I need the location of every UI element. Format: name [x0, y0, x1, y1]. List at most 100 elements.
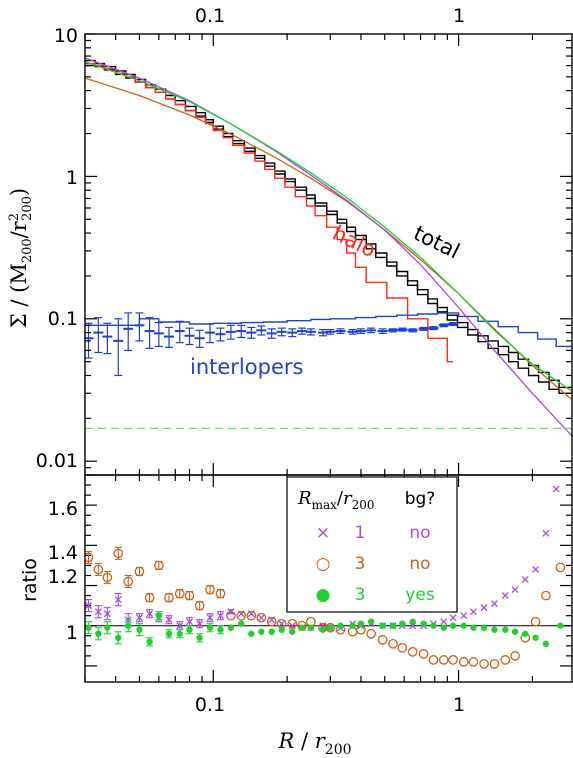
data-point	[501, 592, 509, 600]
top-ylabel: Σ / (M200/r2200)	[7, 188, 35, 328]
data-point	[205, 584, 215, 595]
legend-marker-x: ×	[316, 523, 330, 543]
data-point	[123, 576, 134, 587]
legend-bg-no-1: no	[409, 523, 430, 543]
data-point	[176, 630, 183, 637]
data-point	[93, 564, 104, 575]
data-point	[115, 634, 122, 641]
data-point	[500, 655, 511, 665]
data-point	[85, 552, 94, 563]
data-point	[480, 624, 488, 631]
top-xtick-label-0.1: 0.1	[195, 5, 225, 27]
data-point	[114, 596, 122, 604]
data-point	[227, 624, 235, 631]
data-point	[366, 628, 376, 639]
data-point	[165, 630, 173, 637]
ytick-label-10: 10	[54, 25, 78, 47]
xtick-label-1: 1	[453, 694, 465, 716]
bottom-frame	[84, 474, 573, 683]
data-point	[278, 620, 286, 628]
top-panel	[84, 33, 573, 682]
data-point	[510, 651, 520, 661]
data-point	[530, 616, 541, 627]
data-point	[307, 624, 315, 631]
data-point	[460, 622, 467, 629]
data-point	[327, 624, 334, 631]
data-point	[388, 638, 398, 649]
ytick-label-0.01: 0.01	[36, 450, 78, 472]
data-point	[542, 529, 550, 537]
data-point	[186, 626, 193, 633]
ytick-label-0.1: 0.1	[48, 308, 78, 330]
series-Rmax-3-bg-yes	[85, 611, 564, 648]
interlopers-label: interlopers	[190, 355, 303, 379]
data-point	[470, 608, 477, 616]
data-point	[289, 628, 296, 635]
data-point	[470, 624, 477, 631]
data-point	[124, 622, 132, 629]
data-point	[248, 630, 255, 637]
ratio-ytick-1.6: 1.6	[48, 498, 78, 520]
data-point	[349, 622, 356, 629]
data-point	[217, 626, 224, 633]
data-point	[134, 566, 145, 577]
data-point	[226, 610, 236, 621]
data-point	[176, 622, 184, 630]
data-point	[298, 624, 306, 631]
data-point	[146, 638, 153, 646]
data-point	[489, 659, 500, 669]
data-point	[278, 626, 285, 633]
data-point	[135, 614, 143, 622]
data-point	[541, 590, 551, 601]
data-point	[238, 620, 245, 627]
xlabel: R / r200	[277, 729, 351, 758]
data-point	[460, 612, 468, 620]
data-point	[511, 586, 519, 594]
legend-rmax-3b: 3	[355, 585, 366, 605]
data-point	[532, 634, 539, 641]
data-point	[522, 630, 529, 637]
series-interlopers-model	[85, 312, 572, 348]
legend-rmax-1: 1	[355, 523, 366, 543]
legend-bg-yes: yes	[405, 585, 435, 605]
halo-label: halo	[329, 221, 380, 262]
legend-bg-no-2: no	[409, 554, 430, 574]
data-point	[186, 618, 193, 626]
data-point	[491, 626, 498, 633]
data-point	[418, 649, 429, 659]
data-point	[468, 657, 479, 667]
data-point	[428, 655, 439, 665]
series-total-2	[85, 64, 572, 394]
data-point	[215, 588, 226, 599]
data-point	[196, 620, 204, 628]
data-point	[511, 628, 519, 635]
legend-box	[286, 476, 458, 613]
data-point	[337, 622, 344, 629]
data-point	[532, 565, 540, 573]
data-point	[102, 572, 113, 583]
data-point	[206, 614, 214, 622]
series-halo	[85, 62, 454, 363]
ratio-ytick-1: 1	[66, 622, 78, 644]
data-point	[389, 622, 397, 629]
data-point	[458, 657, 469, 667]
data-point	[164, 592, 174, 603]
data-point	[440, 618, 448, 626]
data-point	[521, 576, 529, 583]
data-point	[113, 548, 124, 559]
data-point	[438, 655, 449, 665]
data-point	[449, 622, 457, 629]
data-point	[165, 616, 173, 624]
data-point	[448, 655, 458, 665]
data-point	[257, 614, 265, 622]
data-point	[555, 562, 566, 573]
ratio-ylabel: ratio	[19, 558, 41, 602]
data-point	[430, 622, 437, 629]
top-frame	[84, 33, 573, 476]
top-xtick-label-1: 1	[453, 5, 465, 27]
data-point	[174, 588, 185, 599]
data-point	[325, 622, 336, 633]
data-point	[144, 592, 155, 603]
data-point	[397, 642, 408, 653]
